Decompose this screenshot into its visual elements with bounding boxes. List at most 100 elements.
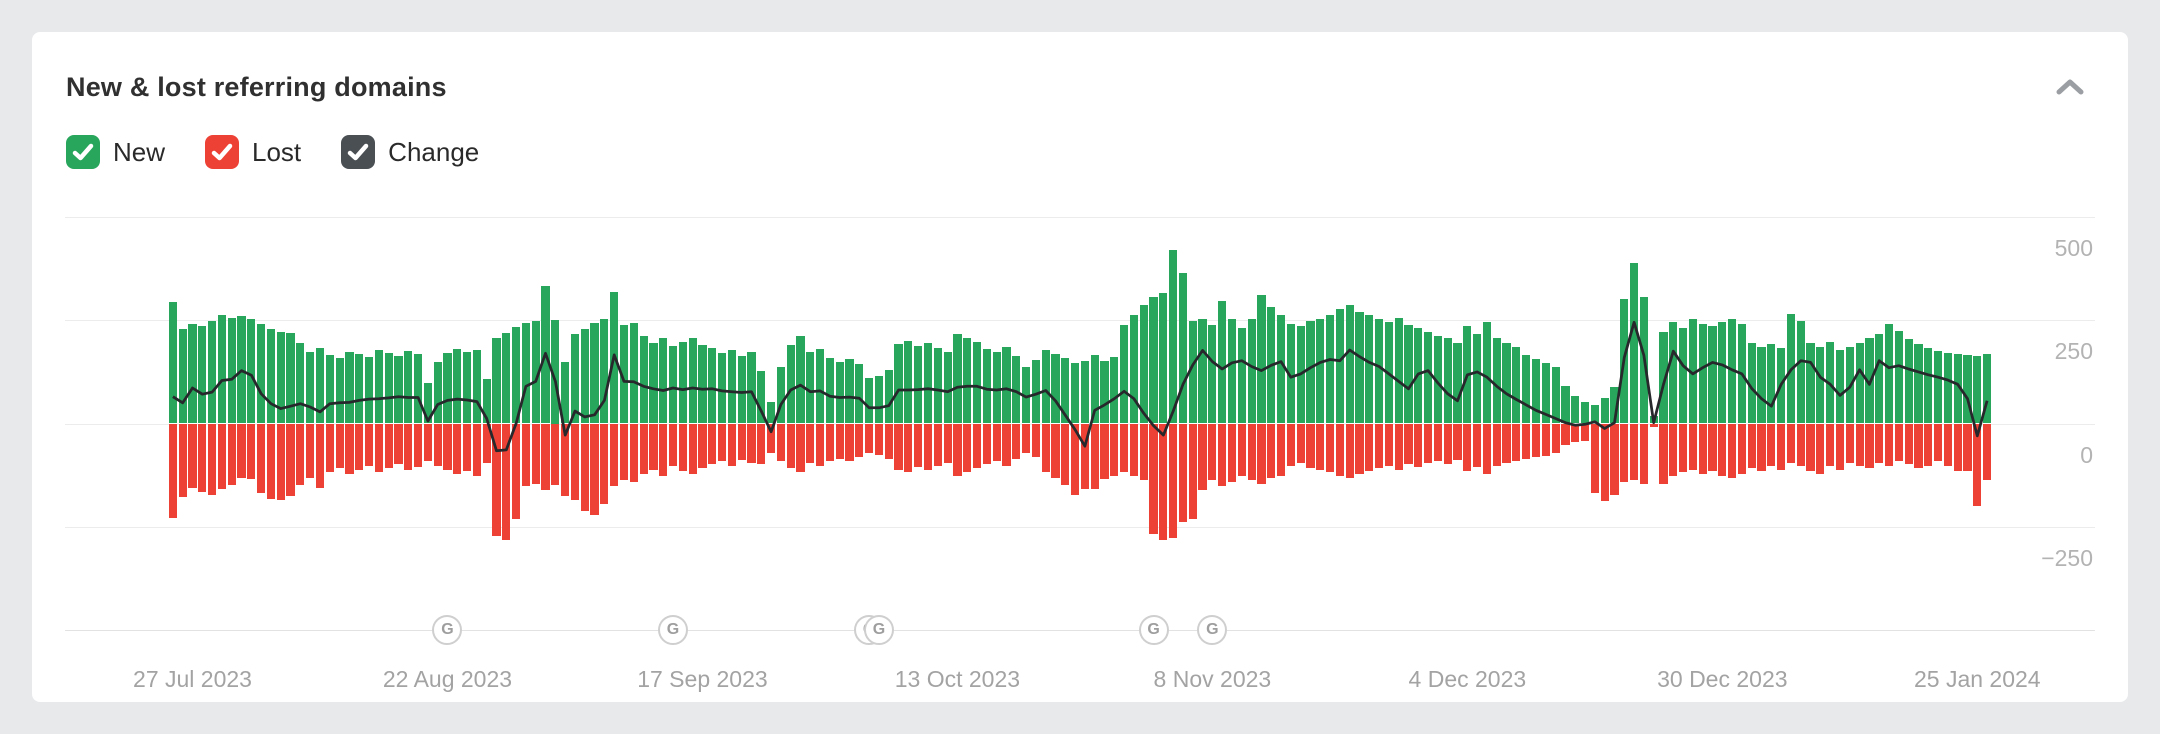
bar-new (1100, 360, 1109, 424)
change-line (172, 320, 1989, 453)
bar-lost (1139, 423, 1148, 481)
bar-lost (1453, 423, 1462, 460)
legend-item-change[interactable]: Change (341, 135, 479, 169)
bar-new (786, 345, 795, 424)
bar-new (1600, 397, 1609, 424)
bar-new (1139, 305, 1148, 424)
x-axis-line (65, 630, 2095, 631)
bar-lost (257, 423, 266, 493)
bar-new (1718, 321, 1727, 424)
bar-new (1178, 272, 1188, 424)
bar-lost (953, 423, 962, 477)
y-tick-label: 500 (2054, 235, 2093, 261)
bar-lost (1875, 423, 1884, 464)
bar-lost (1178, 423, 1188, 522)
bar-new (1855, 342, 1864, 424)
bar-new (982, 348, 991, 424)
google-update-icon[interactable]: G (1197, 615, 1228, 645)
bar-new (796, 336, 805, 424)
bar-lost (1835, 423, 1845, 470)
bar-new (1561, 385, 1570, 424)
bar-new (315, 347, 325, 424)
bar-new (1090, 354, 1099, 424)
bar-new (1188, 321, 1197, 424)
bar-new (590, 323, 599, 424)
bar-lost (247, 423, 256, 480)
bar-new (1208, 325, 1217, 424)
y-tick-label: −250 (2041, 544, 2093, 571)
bar-lost (413, 423, 423, 467)
bar-lost (1051, 423, 1060, 479)
bar-new (217, 315, 227, 424)
bar-lost (1110, 423, 1119, 477)
bar-new (1747, 342, 1756, 424)
bar-lost (512, 423, 521, 520)
bar-new (178, 329, 187, 424)
bar-new (1816, 346, 1825, 424)
bar-lost (1159, 423, 1168, 540)
legend-item-lost[interactable]: Lost (205, 135, 301, 169)
bar-new (1061, 358, 1070, 424)
bar-lost (1747, 423, 1756, 469)
bar-lost (541, 423, 550, 491)
bar-new (257, 324, 266, 424)
bar-lost (1678, 423, 1688, 473)
bar-lost (590, 423, 599, 516)
bar-new (208, 321, 217, 424)
bar-new (1374, 319, 1384, 424)
bar-lost (1884, 423, 1894, 466)
bar-new (1933, 351, 1943, 424)
google-update-icon[interactable]: G (658, 615, 689, 645)
bar-lost (894, 423, 903, 470)
bar-new (1669, 321, 1678, 424)
bar-new (1894, 330, 1903, 424)
bar-new (1443, 338, 1452, 424)
bar-lost (1580, 423, 1590, 441)
bar-lost (972, 423, 982, 469)
bar-new (1227, 319, 1237, 424)
bar-new (1306, 321, 1315, 424)
bar-lost (1806, 423, 1815, 472)
google-update-icon[interactable]: G (1138, 615, 1169, 645)
bar-new (1492, 338, 1501, 424)
bar-lost (629, 423, 638, 483)
bar-lost (1639, 423, 1648, 484)
bar-new (355, 354, 364, 424)
google-update-icon[interactable]: G (863, 615, 894, 645)
bar-new (874, 376, 884, 424)
bar-new (737, 356, 746, 424)
bar-lost (521, 423, 531, 487)
bar-lost (315, 423, 325, 488)
bar-lost (580, 423, 589, 512)
bar-lost (325, 423, 334, 473)
bar-new (708, 348, 717, 424)
bar-lost (610, 423, 619, 487)
bar-new (1610, 387, 1619, 424)
bar-new (1982, 354, 1992, 424)
bar-lost (1963, 423, 1972, 471)
bar-new (1904, 338, 1913, 424)
bar-new (1571, 396, 1580, 424)
bar-new (306, 352, 315, 424)
bar-new (1051, 354, 1060, 424)
bar-new (443, 353, 452, 424)
bar-lost (1943, 423, 1952, 466)
google-update-icon[interactable]: G (432, 615, 463, 645)
bar-lost (874, 423, 884, 455)
bar-lost (982, 423, 991, 464)
bar-lost (1149, 423, 1158, 535)
bar-new (943, 352, 952, 424)
legend-item-new[interactable]: New (66, 135, 165, 169)
collapse-button[interactable] (2048, 70, 2092, 106)
bar-new (1365, 315, 1374, 424)
bar-lost (1198, 423, 1207, 491)
bar-new (1002, 346, 1011, 424)
bar-new (914, 345, 923, 424)
bar-lost (1404, 423, 1413, 464)
bar-lost (1100, 423, 1109, 480)
bar-lost (1433, 423, 1443, 462)
bar-lost (668, 423, 678, 466)
bar-new (266, 328, 276, 424)
bar-lost (1384, 423, 1393, 466)
